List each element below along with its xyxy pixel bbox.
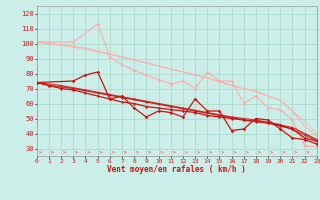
X-axis label: Vent moyen/en rafales ( km/h ): Vent moyen/en rafales ( km/h ) — [108, 165, 246, 174]
